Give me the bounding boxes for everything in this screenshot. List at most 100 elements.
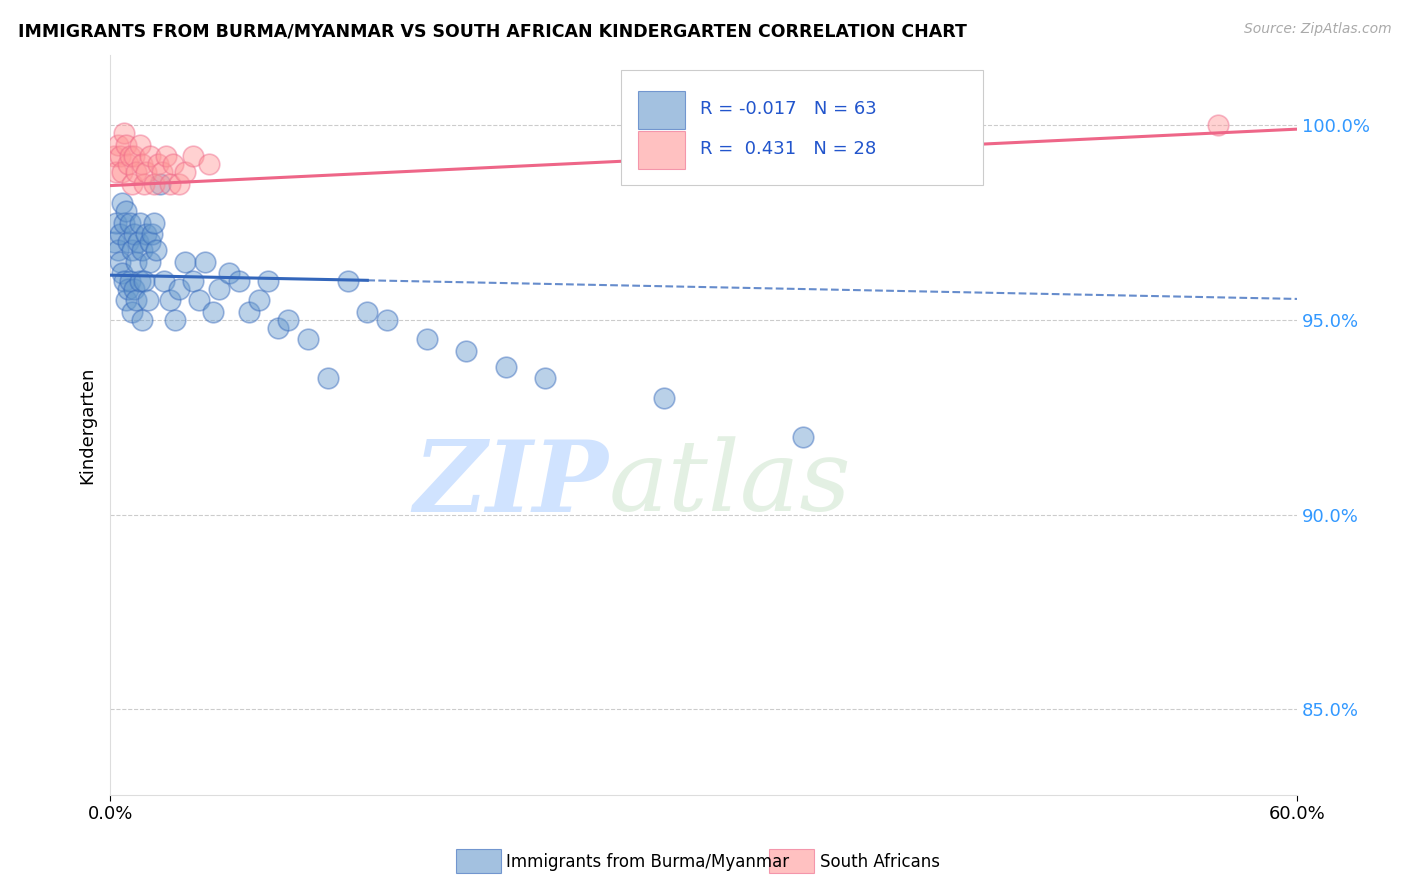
Point	[125, 254, 148, 268]
Point	[792, 430, 814, 444]
Point	[105, 216, 128, 230]
Point	[112, 274, 135, 288]
Point	[131, 157, 153, 171]
Point	[135, 165, 157, 179]
Point	[115, 137, 138, 152]
Point	[121, 305, 143, 319]
Text: ZIP: ZIP	[413, 436, 609, 533]
Point	[257, 274, 280, 288]
Point	[181, 149, 204, 163]
Point	[121, 177, 143, 191]
Point	[188, 293, 211, 308]
Point	[127, 235, 149, 249]
Point	[122, 227, 145, 242]
Text: atlas: atlas	[609, 437, 852, 532]
Text: R =  0.431   N = 28: R = 0.431 N = 28	[700, 140, 876, 158]
Point	[198, 157, 221, 171]
Point	[297, 333, 319, 347]
Point	[115, 293, 138, 308]
Point	[228, 274, 250, 288]
Text: South Africans: South Africans	[820, 853, 939, 871]
Point	[267, 320, 290, 334]
Point	[238, 305, 260, 319]
Point	[208, 282, 231, 296]
Point	[138, 149, 160, 163]
Point	[534, 371, 557, 385]
Point	[375, 313, 398, 327]
FancyBboxPatch shape	[638, 130, 685, 169]
Point	[152, 274, 174, 288]
Point	[247, 293, 270, 308]
Point	[131, 313, 153, 327]
Text: Source: ZipAtlas.com: Source: ZipAtlas.com	[1244, 22, 1392, 37]
Point	[138, 254, 160, 268]
Point	[111, 165, 134, 179]
Point	[107, 137, 129, 152]
Point	[142, 177, 165, 191]
Point	[117, 157, 139, 171]
Point	[128, 137, 150, 152]
Point	[181, 274, 204, 288]
Point	[202, 305, 225, 319]
Point	[125, 293, 148, 308]
Point	[159, 293, 181, 308]
Point	[117, 235, 139, 249]
Point	[108, 254, 131, 268]
Point	[165, 313, 187, 327]
Point	[108, 227, 131, 242]
Point	[456, 344, 478, 359]
Point	[149, 177, 172, 191]
Point	[118, 274, 141, 288]
Point	[277, 313, 299, 327]
Point	[162, 157, 184, 171]
Point	[169, 282, 191, 296]
Text: IMMIGRANTS FROM BURMA/MYANMAR VS SOUTH AFRICAN KINDERGARTEN CORRELATION CHART: IMMIGRANTS FROM BURMA/MYANMAR VS SOUTH A…	[18, 22, 967, 40]
Point	[1206, 118, 1229, 132]
FancyBboxPatch shape	[620, 70, 983, 185]
Point	[118, 149, 141, 163]
Point	[111, 196, 134, 211]
Point	[128, 216, 150, 230]
FancyBboxPatch shape	[638, 91, 685, 129]
Point	[108, 149, 131, 163]
Point	[174, 165, 197, 179]
Point	[336, 274, 359, 288]
Point	[132, 177, 155, 191]
Point	[107, 243, 129, 257]
Point	[169, 177, 191, 191]
Point	[159, 177, 181, 191]
Point	[356, 305, 378, 319]
Point	[117, 282, 139, 296]
Point	[155, 149, 177, 163]
Point	[652, 391, 675, 405]
Point	[316, 371, 339, 385]
Point	[105, 165, 128, 179]
Point	[136, 293, 159, 308]
Point	[111, 266, 134, 280]
Y-axis label: Kindergarten: Kindergarten	[79, 367, 96, 483]
Point	[115, 203, 138, 218]
Point	[141, 227, 163, 242]
Point	[135, 227, 157, 242]
Point	[145, 243, 167, 257]
Point	[122, 149, 145, 163]
Point	[121, 243, 143, 257]
Point	[218, 266, 240, 280]
Point	[150, 165, 173, 179]
Text: R = -0.017   N = 63: R = -0.017 N = 63	[700, 100, 877, 118]
Point	[112, 126, 135, 140]
Text: Immigrants from Burma/Myanmar: Immigrants from Burma/Myanmar	[506, 853, 789, 871]
Point	[138, 235, 160, 249]
Point	[142, 216, 165, 230]
Point	[174, 254, 197, 268]
Point	[125, 165, 148, 179]
Point	[118, 216, 141, 230]
Point	[415, 333, 437, 347]
Point	[122, 282, 145, 296]
Point	[103, 235, 125, 249]
Point	[194, 254, 217, 268]
Point	[103, 149, 125, 163]
Point	[495, 359, 517, 374]
Point	[128, 274, 150, 288]
Point	[146, 157, 169, 171]
